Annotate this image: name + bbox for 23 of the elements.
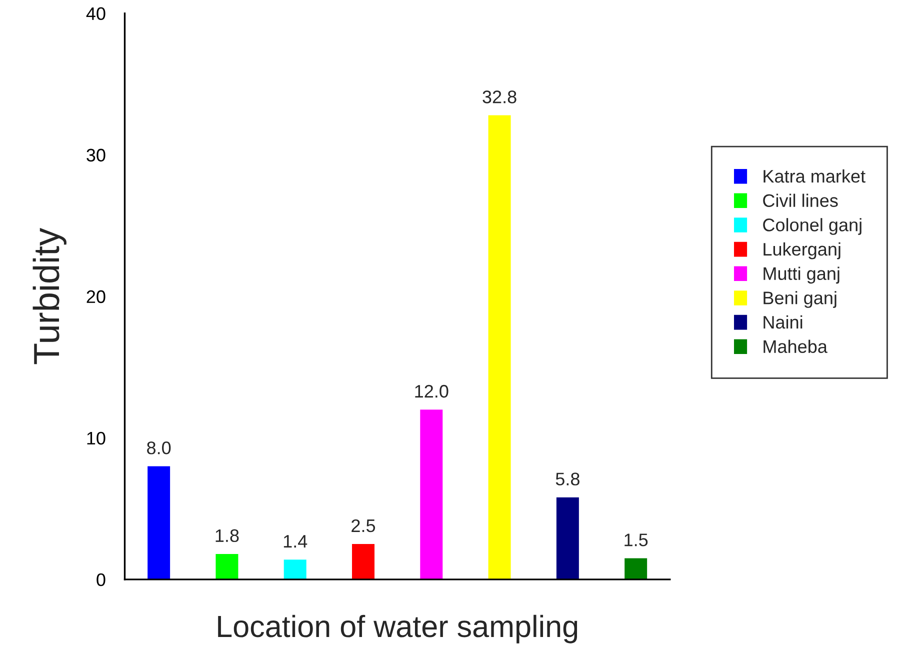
data-label: 5.8 <box>556 472 580 486</box>
data-label: 32.8 <box>482 90 516 104</box>
y-tick-label: 20 <box>86 290 106 304</box>
data-label: 1.5 <box>624 534 648 546</box>
legend-label: Naini <box>764 315 802 329</box>
legend-label: Lukerganj <box>764 242 840 260</box>
y-axis-title: Turbidity <box>32 228 66 364</box>
legend-label: Maheba <box>764 340 828 353</box>
legend-label: Civil lines <box>763 194 838 208</box>
legend-label: Katra market <box>764 169 866 183</box>
x-axis-title: Location of water sampling <box>218 614 578 644</box>
legend-label: Mutti ganj <box>764 266 840 284</box>
data-label: 12.0 <box>415 384 448 398</box>
y-tick-label: 10 <box>87 432 106 445</box>
legend-label: Colonel ganj <box>763 218 862 235</box>
y-tick-label: 40 <box>86 7 106 20</box>
y-tick-label: 0 <box>96 573 106 586</box>
data-label: 1.8 <box>216 529 239 542</box>
y-tick-label: 30 <box>86 148 106 162</box>
legend-label: Beni ganj <box>764 291 836 308</box>
data-label: 8.0 <box>147 442 171 454</box>
data-label: 2.5 <box>352 519 376 532</box>
data-label: 1.4 <box>284 535 308 548</box>
